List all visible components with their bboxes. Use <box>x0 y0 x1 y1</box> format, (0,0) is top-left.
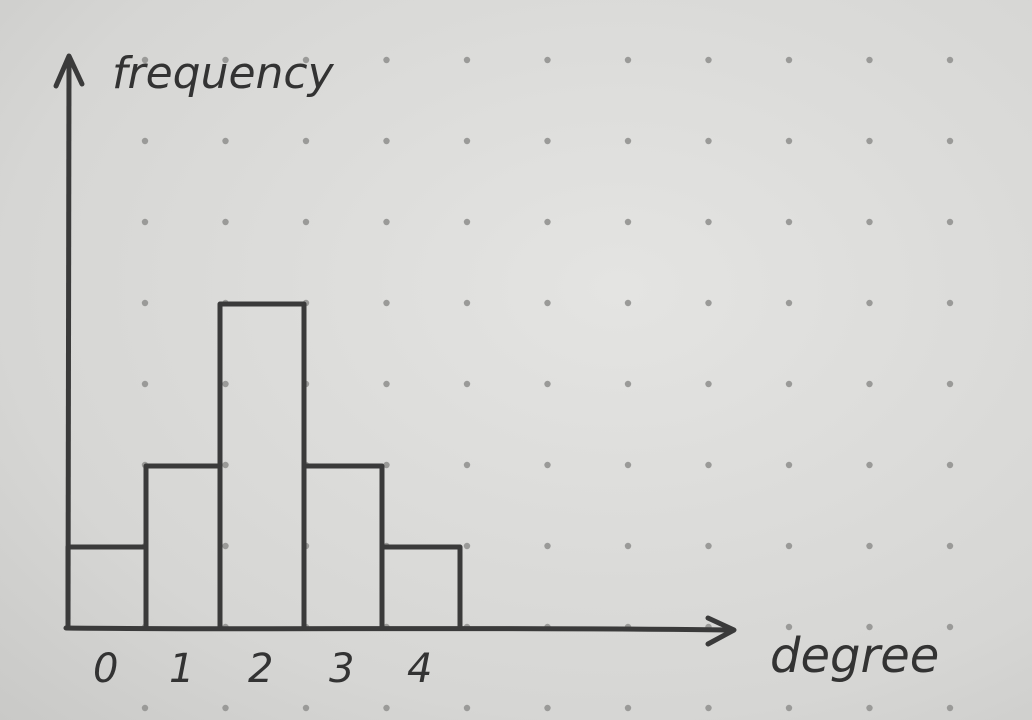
bar-4 <box>379 544 463 631</box>
x-tick-label-4: 4 <box>407 646 432 692</box>
bar-0 <box>65 544 149 631</box>
bar-2 <box>217 301 307 631</box>
x-axis-line <box>63 625 733 633</box>
bar-1 <box>143 463 223 631</box>
axes <box>53 53 737 647</box>
dot-grid <box>141 56 954 712</box>
x-axis-arrow <box>705 615 737 647</box>
x-axis-label: degree <box>770 628 939 684</box>
x-tick-labels: 0 1 2 3 4 <box>93 646 432 692</box>
x-tick-label-0: 0 <box>93 646 118 692</box>
y-axis-arrow <box>53 53 85 89</box>
x-tick-label-2: 2 <box>248 646 273 692</box>
y-axis-label: frequency <box>112 48 335 99</box>
x-tick-label-1: 1 <box>169 646 194 692</box>
bar-3 <box>301 463 385 631</box>
x-tick-label-3: 3 <box>329 646 354 692</box>
bars <box>65 301 463 631</box>
y-axis-line <box>65 59 72 631</box>
